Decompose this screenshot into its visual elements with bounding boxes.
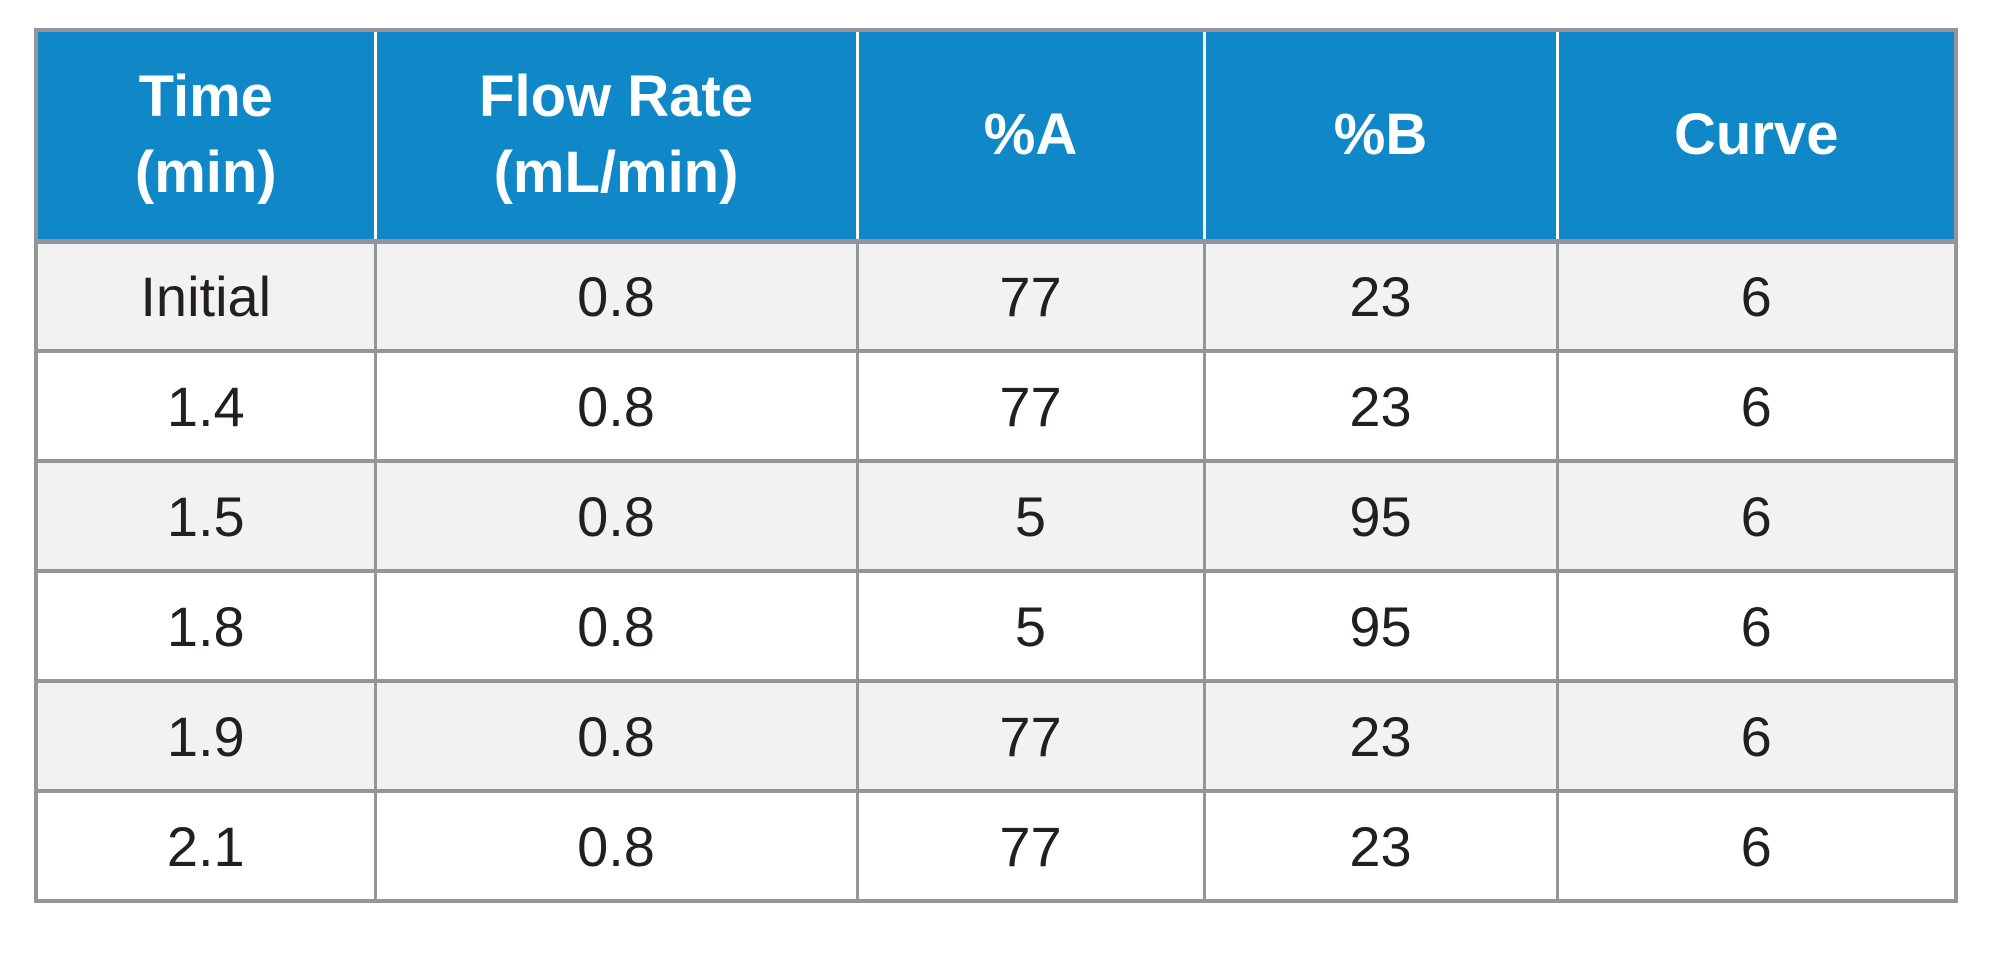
cell-percent-a: 77 [855,679,1206,793]
cell-curve: 6 [1555,349,1958,463]
cell-flow-rate: 0.8 [373,459,859,573]
cell-time: 1.8 [34,569,377,683]
cell-percent-b: 23 [1202,239,1559,353]
cell-percent-a: 5 [855,459,1206,573]
cell-curve: 6 [1555,569,1958,683]
cell-time: Initial [34,239,377,353]
cell-flow-rate: 0.8 [373,239,859,353]
table-row: 1.4 0.8 77 23 6 [34,349,1958,463]
column-header-line: (mL/min) [493,140,739,206]
column-header-line: (min) [134,140,277,206]
column-header-time: Time (min) [34,28,377,244]
table-row: 1.8 0.8 5 95 6 [34,569,1958,683]
cell-percent-b: 95 [1202,459,1559,573]
cell-flow-rate: 0.8 [373,789,859,903]
table-row: 2.1 0.8 77 23 6 [34,789,1958,903]
column-header-flow-rate: Flow Rate (mL/min) [373,28,859,244]
cell-flow-rate: 0.8 [373,569,859,683]
cell-flow-rate: 0.8 [373,349,859,463]
column-header-percent-a: %A [855,28,1206,244]
cell-percent-a: 77 [855,349,1206,463]
table-row: 1.5 0.8 5 95 6 [34,459,1958,573]
cell-time: 1.9 [34,679,377,793]
cell-percent-a: 77 [855,239,1206,353]
column-header-line: Flow Rate [479,63,753,129]
cell-curve: 6 [1555,789,1958,903]
column-header-line: Time [138,63,273,129]
cell-time: 1.5 [34,459,377,573]
column-header-line: Curve [1674,101,1839,167]
cell-curve: 6 [1555,459,1958,573]
cell-time: 2.1 [34,789,377,903]
cell-percent-a: 77 [855,789,1206,903]
cell-flow-rate: 0.8 [373,679,859,793]
table-row: Initial 0.8 77 23 6 [34,239,1958,353]
cell-percent-b: 95 [1202,569,1559,683]
column-header-line: %B [1333,101,1428,167]
gradient-table: Time (min) Flow Rate (mL/min) %A %B Curv… [34,28,1958,903]
gradient-table-container: Time (min) Flow Rate (mL/min) %A %B Curv… [34,28,1958,903]
table-header-row: Time (min) Flow Rate (mL/min) %A %B Curv… [34,28,1958,244]
cell-time: 1.4 [34,349,377,463]
cell-percent-a: 5 [855,569,1206,683]
column-header-curve: Curve [1555,28,1958,244]
cell-curve: 6 [1555,239,1958,353]
cell-percent-b: 23 [1202,789,1559,903]
column-header-line: %A [983,101,1078,167]
cell-curve: 6 [1555,679,1958,793]
cell-percent-b: 23 [1202,349,1559,463]
cell-percent-b: 23 [1202,679,1559,793]
table-row: 1.9 0.8 77 23 6 [34,679,1958,793]
column-header-percent-b: %B [1202,28,1559,244]
